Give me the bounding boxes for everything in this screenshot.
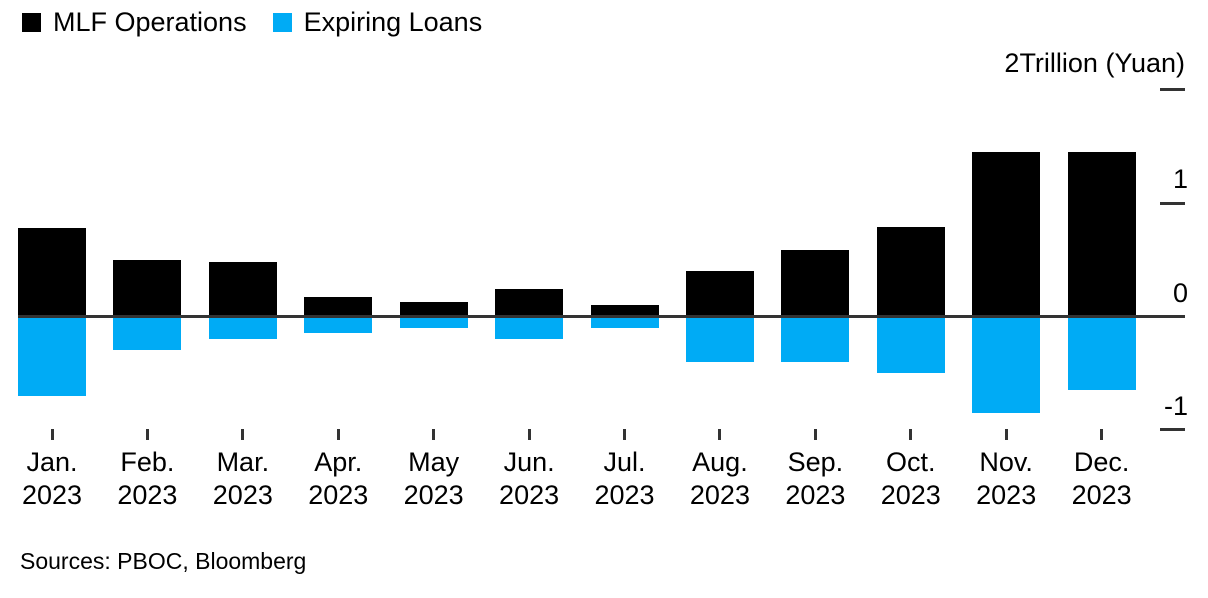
x-axis-label-apr: Apr. 2023 <box>308 447 369 510</box>
bar-mlf-oct <box>876 226 945 317</box>
x-axis-label-nov: Nov. 2023 <box>976 447 1037 510</box>
x-axis-label-feb: Feb. 2023 <box>117 447 178 510</box>
bar-mlf-dec <box>1067 152 1136 317</box>
legend-label-mlf-operations: MLF Operations <box>53 7 247 37</box>
bar-expiring-feb <box>113 316 182 351</box>
legend-swatch-mlf-operations <box>22 13 41 32</box>
legend-item-expiring-loans: Expiring Loans <box>272 6 483 39</box>
y-tick-1 <box>1160 201 1185 205</box>
bar-mlf-mar <box>208 262 277 317</box>
bar-expiring-jun <box>495 316 564 340</box>
legend: MLF Operations Expiring Loans <box>22 6 482 39</box>
bar-mlf-jan <box>18 228 86 317</box>
x-tick-jul <box>623 429 627 440</box>
bar-expiring-oct <box>876 316 945 374</box>
zero-axis-line <box>18 315 1183 318</box>
x-axis-label-aug: Aug. 2023 <box>689 447 750 510</box>
bar-mlf-jun <box>495 289 564 317</box>
bar-expiring-sep <box>781 316 850 362</box>
legend-swatch-expiring-loans <box>272 13 292 32</box>
x-tick-jan <box>50 429 54 440</box>
source-note: Sources: PBOC, Bloomberg <box>20 548 307 574</box>
x-tick-oct <box>909 429 913 440</box>
bar-expiring-may <box>399 316 468 328</box>
x-tick-apr <box>336 429 340 440</box>
x-tick-may <box>432 429 436 440</box>
x-tick-feb <box>145 429 149 440</box>
bar-expiring-jan <box>18 316 86 396</box>
bar-mlf-may <box>399 302 468 317</box>
x-tick-jun <box>527 429 531 440</box>
x-tick-aug <box>718 429 722 440</box>
bar-expiring-aug <box>685 316 754 362</box>
bar-expiring-apr <box>304 316 373 334</box>
bar-mlf-feb <box>113 259 182 317</box>
y-tick-2 <box>1160 88 1185 92</box>
legend-item-mlf-operations: MLF Operations <box>22 6 247 39</box>
x-tick-sep <box>813 429 817 440</box>
x-axis-label-dec: Dec. 2023 <box>1071 447 1132 510</box>
x-tick-nov <box>1004 429 1008 440</box>
x-tick-mar <box>241 429 245 440</box>
bar-expiring-dec <box>1067 316 1136 391</box>
x-axis-label-mar: Mar. 2023 <box>212 447 273 510</box>
bar-expiring-jul <box>590 316 659 328</box>
x-axis-label-oct: Oct. 2023 <box>880 447 941 510</box>
bar-mlf-sep <box>781 249 850 317</box>
bar-expiring-nov <box>972 316 1041 413</box>
x-axis-label-jun: Jun. 2023 <box>499 447 560 510</box>
x-tick-dec <box>1100 429 1104 440</box>
y-tick-label-0: 0 <box>1172 277 1188 308</box>
bar-mlf-aug <box>685 271 754 317</box>
y-tick-label-1: 1 <box>1172 164 1188 195</box>
y-tick--1 <box>1160 428 1185 432</box>
x-axis-label-may: May 2023 <box>403 447 464 510</box>
bar-mlf-jul <box>590 305 659 317</box>
y-tick-label--1: -1 <box>1163 390 1188 421</box>
y-axis-unit-label: 2Trillion (Yuan) <box>1004 48 1185 78</box>
bar-mlf-apr <box>304 297 373 317</box>
x-axis-label-jul: Jul. 2023 <box>594 447 655 510</box>
bar-expiring-mar <box>208 316 277 340</box>
bar-mlf-nov <box>972 152 1041 317</box>
x-axis-label-jan: Jan. 2023 <box>21 447 83 510</box>
y-tick-0 <box>1160 315 1185 318</box>
x-axis-label-sep: Sep. 2023 <box>785 447 846 510</box>
legend-label-expiring-loans: Expiring Loans <box>303 7 483 37</box>
